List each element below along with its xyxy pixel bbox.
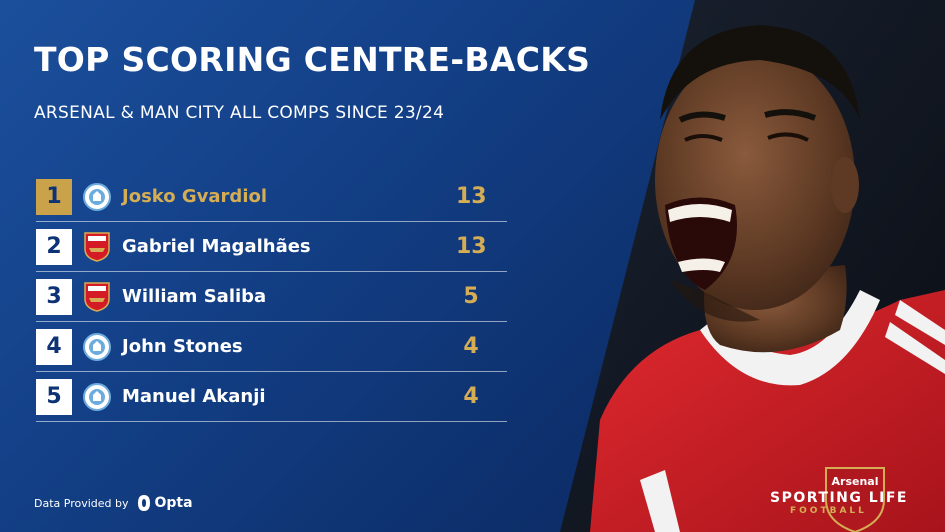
data-credit: Data Provided by Opta (34, 494, 193, 512)
player-name: John Stones (122, 336, 243, 357)
data-provided-label: Data Provided by (34, 496, 129, 510)
goals-value: 13 (456, 234, 487, 259)
brand-sub: FOOTBALL (790, 506, 867, 516)
shirt-crest-text: Arsenal (832, 475, 879, 488)
table-row: 2 Gabriel Magalhães 13 (36, 222, 507, 272)
player-name: Gabriel Magalhães (122, 236, 311, 257)
arsenal-crest-icon (82, 281, 112, 312)
man-city-crest-icon (82, 332, 112, 362)
rank-badge: 1 (36, 178, 72, 215)
table-row: 5 Manuel Akanji 4 (36, 372, 507, 422)
page-subtitle: ARSENAL & MAN CITY ALL COMPS SINCE 23/24 (34, 103, 445, 123)
man-city-crest-icon (82, 382, 112, 412)
player-name: William Saliba (122, 286, 267, 307)
goals-value: 5 (463, 284, 479, 309)
sporting-life-logo: SPORTING LIFE FOOTBALL (770, 490, 908, 516)
rank-badge: 3 (36, 278, 72, 315)
man-city-crest-icon (82, 182, 112, 212)
opta-name: Opta (154, 495, 193, 511)
arsenal-crest-icon (82, 231, 112, 262)
page-title: TOP SCORING CENTRE-BACKS (34, 40, 591, 79)
rank-badge: 5 (36, 378, 72, 415)
table-row: 1 Josko Gvardiol 13 (36, 172, 507, 222)
goals-value: 4 (463, 384, 479, 409)
opta-logo: Opta (137, 494, 193, 512)
brand-main: SPORTING LIFE (770, 490, 908, 506)
table-row: 3 William Saliba 5 (36, 272, 507, 322)
rank-badge: 4 (36, 328, 72, 365)
leaderboard-table: 1 Josko Gvardiol 13 2 Gabriel Magalhães … (36, 172, 507, 422)
rank-badge: 2 (36, 228, 72, 265)
player-name: Manuel Akanji (122, 386, 266, 407)
goals-value: 4 (463, 334, 479, 359)
opta-icon (137, 495, 150, 511)
table-row: 4 John Stones 4 (36, 322, 507, 372)
player-name: Josko Gvardiol (122, 186, 268, 207)
goals-value: 13 (456, 184, 487, 209)
